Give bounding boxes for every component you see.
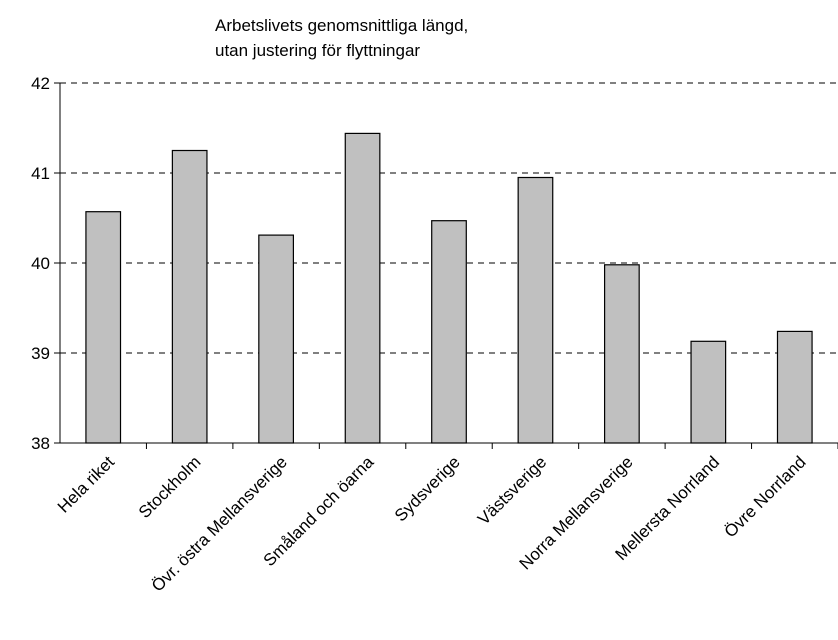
chart-title: Arbetslivets genomsnittliga längd, utan … bbox=[215, 13, 468, 63]
y-tick-label-39: 39 bbox=[31, 344, 50, 363]
bar-4 bbox=[344, 132, 381, 444]
bar-6 bbox=[517, 176, 554, 444]
y-tick-label-42: 42 bbox=[31, 74, 50, 93]
bar-1 bbox=[85, 211, 122, 444]
x-tick-label-2: Stockholm bbox=[135, 452, 205, 522]
y-tick-label-40: 40 bbox=[31, 254, 50, 273]
y-tick-label-41: 41 bbox=[31, 164, 50, 183]
bar-8 bbox=[690, 340, 727, 444]
x-tick-label-1: Hela riket bbox=[54, 452, 118, 516]
bar-9 bbox=[776, 330, 813, 444]
y-tick-label-38: 38 bbox=[31, 434, 50, 453]
chart-subtitle: utan justering för flyttningar bbox=[215, 41, 421, 60]
bar-3 bbox=[258, 234, 295, 444]
bar-5 bbox=[431, 220, 467, 444]
bar-2 bbox=[171, 149, 208, 444]
x-tick-label-9: Övre Norrland bbox=[721, 452, 810, 541]
bar-7 bbox=[603, 264, 640, 444]
chart-title-line1: Arbetslivets genomsnittliga längd, bbox=[215, 16, 469, 35]
x-tick-label-6: Västsverige bbox=[474, 452, 550, 528]
x-tick-label-5: Sydsverige bbox=[391, 452, 464, 525]
